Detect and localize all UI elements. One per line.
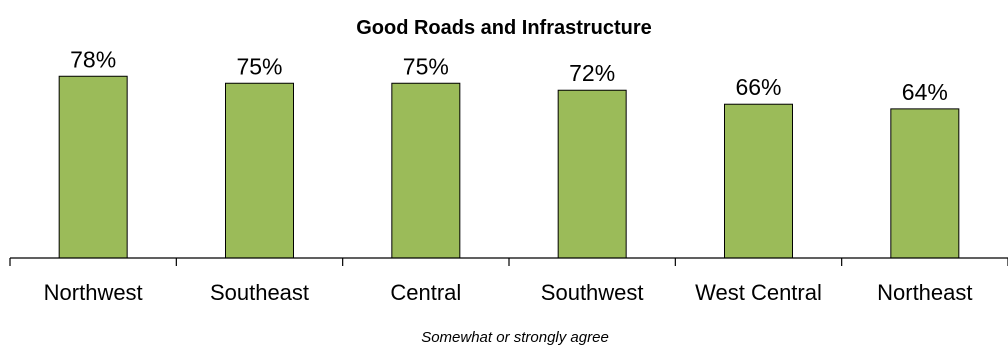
chart-title: Good Roads and Infrastructure (356, 17, 652, 39)
data-label: 72% (569, 60, 615, 86)
data-label: 75% (236, 53, 282, 79)
data-label: 78% (70, 46, 116, 72)
data-label: 64% (902, 79, 948, 105)
x-tick-label: Southeast (210, 280, 309, 305)
bar-west-central (724, 103, 793, 259)
x-tick-label: Northeast (877, 280, 972, 305)
bar-northeast (890, 108, 960, 259)
x-tick-label: Northwest (44, 280, 143, 305)
bar-central (391, 82, 461, 259)
bar-southeast (225, 82, 294, 259)
bar-southwest (557, 89, 627, 259)
bar-northwest (58, 75, 128, 259)
x-axis-title: Somewhat or strongly agree (421, 329, 609, 346)
bars-group (58, 75, 960, 259)
data-labels-group: 78% 75% 75% 72% 66% 64% (70, 46, 948, 105)
x-tick-label: Southwest (541, 280, 644, 305)
x-tick-label: West Central (695, 280, 822, 305)
x-axis-ticks-group (9, 258, 1008, 266)
data-label: 66% (735, 74, 781, 100)
x-tick-label: Central (390, 280, 461, 305)
data-label: 75% (403, 53, 449, 79)
x-axis-labels-group: Northwest Southeast Central Southwest West C… (44, 280, 973, 305)
